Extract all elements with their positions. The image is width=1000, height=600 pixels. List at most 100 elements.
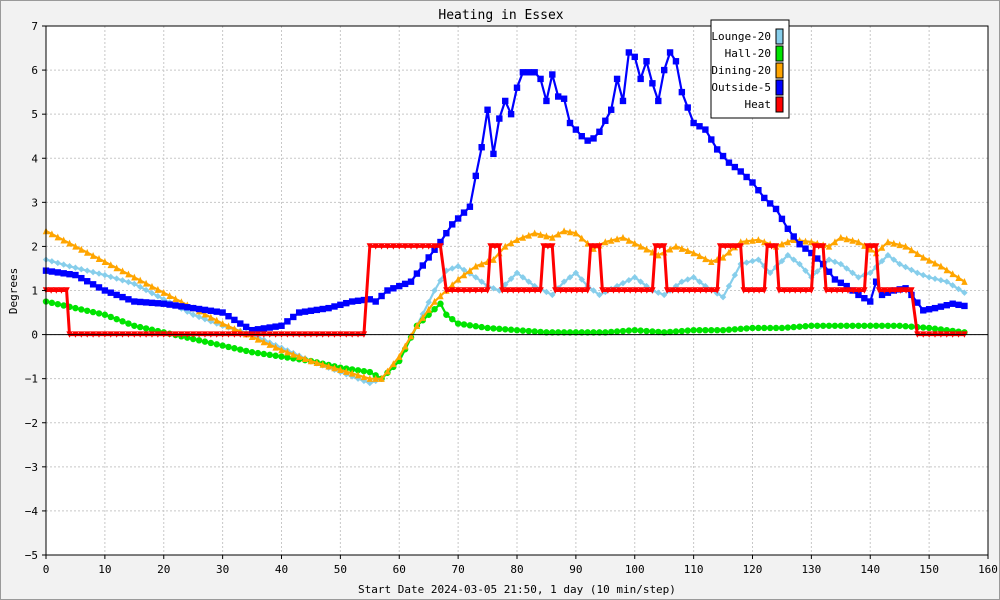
- dining-20-point: [684, 247, 691, 255]
- dining-20-point: [454, 275, 462, 283]
- heat-point: [366, 243, 374, 250]
- hall-20-point: [525, 327, 532, 335]
- outside-5-point: [878, 291, 886, 299]
- y-axis-label: Degrees: [7, 268, 20, 314]
- dining-20-point: [472, 262, 479, 270]
- heat-point: [755, 287, 763, 294]
- dining-20-point: [613, 235, 621, 243]
- x-tick-label: 150: [919, 563, 939, 576]
- dining-20-point: [537, 230, 544, 238]
- heat-point: [58, 287, 65, 294]
- outside-5-point: [925, 306, 933, 313]
- hall-20-point: [625, 327, 633, 334]
- heat-point: [537, 287, 544, 294]
- outside-5-point: [201, 306, 209, 314]
- hall-20-point: [231, 345, 238, 352]
- outside-5-point: [937, 303, 945, 310]
- hall-20-point: [784, 324, 792, 331]
- lounge-20-point: [454, 263, 462, 270]
- hall-20-point: [566, 329, 574, 336]
- heat-point: [437, 243, 444, 250]
- lounge-20-point: [472, 274, 479, 281]
- dining-20-point: [949, 270, 956, 278]
- lounge-20-point: [837, 260, 845, 268]
- heat-point: [908, 287, 915, 294]
- dining-20-point: [278, 346, 285, 354]
- lounge-20-point: [943, 278, 950, 285]
- dining-20-point: [325, 362, 332, 370]
- heat-point: [660, 243, 668, 250]
- lounge-20-point: [749, 257, 756, 265]
- outside-5-point: [213, 308, 220, 315]
- outside-5-point: [107, 289, 114, 296]
- x-tick-label: 30: [216, 563, 229, 576]
- heat-point: [881, 287, 888, 294]
- dining-20-point: [555, 230, 562, 238]
- outside-5-point: [454, 215, 462, 222]
- heat-point: [515, 287, 522, 294]
- heat-point: [656, 243, 663, 250]
- outside-5-point: [166, 301, 173, 308]
- x-tick-label: 110: [684, 563, 704, 576]
- dining-20-point: [855, 238, 862, 246]
- outside-5-point: [172, 302, 179, 309]
- y-tick-label: 3: [31, 196, 38, 209]
- outside-5-point: [784, 225, 792, 232]
- outside-5-point: [78, 274, 85, 282]
- dining-20-point: [507, 239, 515, 247]
- lounge-20-point: [937, 277, 945, 284]
- hall-20-point: [584, 329, 591, 336]
- hall-20-point: [189, 335, 197, 343]
- dining-20-point: [631, 239, 638, 247]
- outside-5-point: [814, 255, 821, 262]
- heat-point: [396, 243, 403, 250]
- heat-point: [425, 243, 432, 250]
- dining-20-point: [260, 338, 268, 346]
- outside-5-point: [225, 313, 232, 320]
- hall-20-point: [678, 327, 686, 335]
- lounge-20-point: [513, 269, 521, 277]
- hall-20-point: [113, 315, 120, 323]
- outside-5-point: [749, 179, 756, 186]
- heat-point: [819, 243, 827, 250]
- outside-5-point: [484, 106, 491, 113]
- dining-20-point: [319, 360, 326, 368]
- dining-20-point: [931, 259, 939, 267]
- lounge-20-point: [755, 256, 762, 263]
- heat-point: [487, 243, 494, 250]
- heat-point: [833, 287, 841, 294]
- hall-20-point: [690, 326, 697, 334]
- heat-point: [587, 243, 594, 250]
- hall-20-point: [755, 324, 762, 332]
- lounge-20-point: [525, 278, 532, 285]
- outside-5-point: [119, 293, 126, 301]
- outside-5-point: [366, 296, 374, 303]
- hall-20-point: [148, 326, 156, 333]
- dining-20-point: [125, 270, 132, 278]
- dining-20-point: [307, 357, 315, 365]
- hall-20-point: [884, 322, 892, 329]
- hall-20-point: [766, 324, 774, 332]
- dining-20-point: [602, 238, 609, 246]
- lounge-20-point: [949, 282, 956, 289]
- outside-5-point: [60, 270, 67, 277]
- outside-5-point: [178, 303, 185, 310]
- y-tick-label: 5: [31, 108, 38, 121]
- hall-20-point: [513, 326, 521, 334]
- outside-5-point: [920, 307, 927, 314]
- heat-point: [372, 243, 379, 250]
- dining-20-point: [119, 267, 126, 275]
- outside-5-point: [572, 126, 580, 133]
- outside-5-point: [855, 291, 862, 299]
- heat-point: [669, 287, 676, 294]
- hall-20-point: [590, 329, 597, 336]
- heat-point: [562, 287, 570, 294]
- outside-5-point: [519, 69, 527, 76]
- dining-20-point: [225, 322, 232, 330]
- hall-20-point: [778, 324, 786, 332]
- legend-swatch-lounge-20: [775, 28, 784, 45]
- heat-point: [727, 243, 734, 250]
- outside-5-point: [872, 278, 880, 285]
- heat-point: [811, 243, 818, 250]
- heat-point: [454, 287, 462, 294]
